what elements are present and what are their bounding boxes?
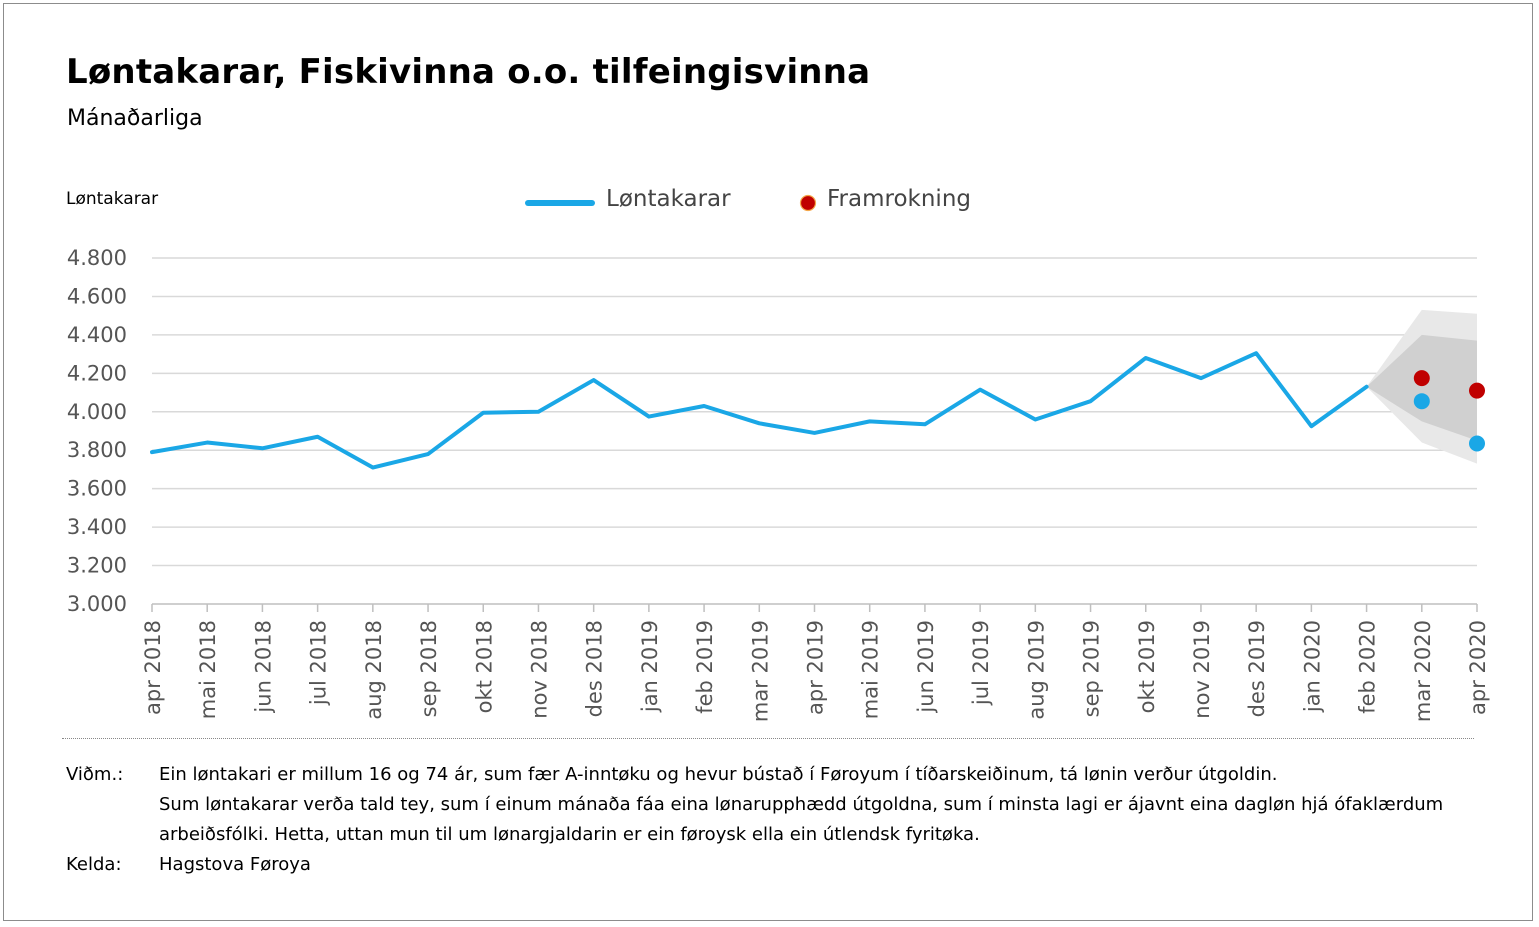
y-tick-label: 4.200 [67, 361, 127, 385]
notes-label: Viðm.: [66, 764, 124, 785]
notes-line: Ein løntakari er millum 16 og 74 ár, sum… [159, 764, 1278, 785]
chart-frame [3, 3, 1533, 921]
x-tick-label: jul 2019 [969, 620, 993, 706]
x-tick-label: mar 2019 [748, 620, 772, 722]
legend-marks [525, 194, 817, 212]
chart-title: Løntakarar, Fiskivinna o.o. tilfeingisvi… [66, 52, 871, 92]
source-row: Kelda: Hagstova Føroya [66, 850, 1489, 880]
x-tick-label: sep 2019 [1080, 620, 1104, 717]
notes-row: Viðm.: Ein løntakari er millum 16 og 74 … [66, 760, 1489, 850]
y-tick-label: 4.400 [67, 323, 127, 347]
x-tick-label: apr 2019 [804, 620, 828, 715]
x-tick-label: jun 2018 [251, 620, 275, 714]
x-tick-label: des 2019 [1245, 620, 1269, 717]
y-tick-label: 3.600 [67, 477, 127, 501]
y-tick-label: 4.800 [67, 246, 127, 270]
x-tick-label: nov 2019 [1190, 620, 1214, 719]
x-tick-label: des 2018 [583, 620, 607, 717]
series-point-lontakarar [1469, 435, 1485, 452]
x-tick-label: mai 2018 [196, 620, 220, 719]
forecast-point [1413, 370, 1430, 387]
series-point-lontakarar [1413, 393, 1430, 410]
x-tick-label: aug 2018 [362, 620, 386, 720]
series-layer [150, 351, 1485, 470]
legend-item-series: Løntakarar [606, 186, 731, 212]
gridlines [152, 257, 1477, 605]
notes-text: Ein løntakari er millum 16 og 74 ár, sum… [159, 760, 1489, 850]
y-axis-ticks: 3.000 3.200 3.400 3.600 3.800 4.000 4.200 4.400… [67, 246, 127, 616]
y-tick-label: 4.600 [67, 284, 127, 308]
notes-divider [62, 738, 1474, 739]
source-text: Hagstova Føroya [159, 854, 311, 875]
y-tick-label: 3.400 [67, 515, 127, 539]
y-tick-label: 3.200 [67, 554, 127, 578]
legend-item-forecast: Framrokning [827, 186, 971, 212]
x-tick-label: feb 2019 [693, 620, 717, 714]
x-tick-label: okt 2018 [472, 620, 496, 713]
x-tick-label: nov 2018 [527, 620, 551, 719]
y-tick-label: 3.800 [67, 438, 127, 462]
chart-subtitle: Mánaðarliga [67, 106, 203, 131]
x-tick-label: sep 2018 [417, 620, 441, 717]
y-axis-unit-label: Løntakarar [66, 189, 159, 209]
x-tick-label: apr 2018 [141, 620, 165, 715]
x-tick-label: aug 2019 [1024, 620, 1048, 720]
x-tick-label: feb 2020 [1356, 620, 1380, 714]
x-tick-label: jan 2020 [1300, 620, 1324, 713]
y-tick-label: 3.000 [67, 592, 127, 616]
forecast-band-inner [1366, 334, 1477, 441]
legend-dot-swatch [799, 194, 817, 212]
x-axis-ticks: apr 2018 mai 2018 jun 2018 jul 2018 aug 2018… [141, 604, 1490, 722]
series-line-lontakarar [150, 351, 1369, 470]
source-label: Kelda: [66, 854, 122, 875]
notes-block: Viðm.: Ein løntakari er millum 16 og 74 … [66, 760, 1489, 880]
forecast-point [1469, 382, 1485, 399]
x-tick-label: jun 2019 [914, 620, 938, 714]
x-tick-label: jan 2019 [638, 620, 662, 713]
x-tick-label: okt 2019 [1135, 620, 1159, 713]
notes-line: Sum løntakarar verða tald tey, sum í ein… [159, 794, 1444, 845]
forecast-band [1366, 309, 1477, 464]
x-tick-label: mar 2020 [1411, 620, 1435, 722]
x-tick-label: mai 2019 [859, 620, 883, 719]
y-tick-label: 4.000 [67, 400, 127, 424]
x-tick-label: jul 2018 [307, 620, 331, 706]
x-tick-label: apr 2020 [1466, 620, 1490, 715]
